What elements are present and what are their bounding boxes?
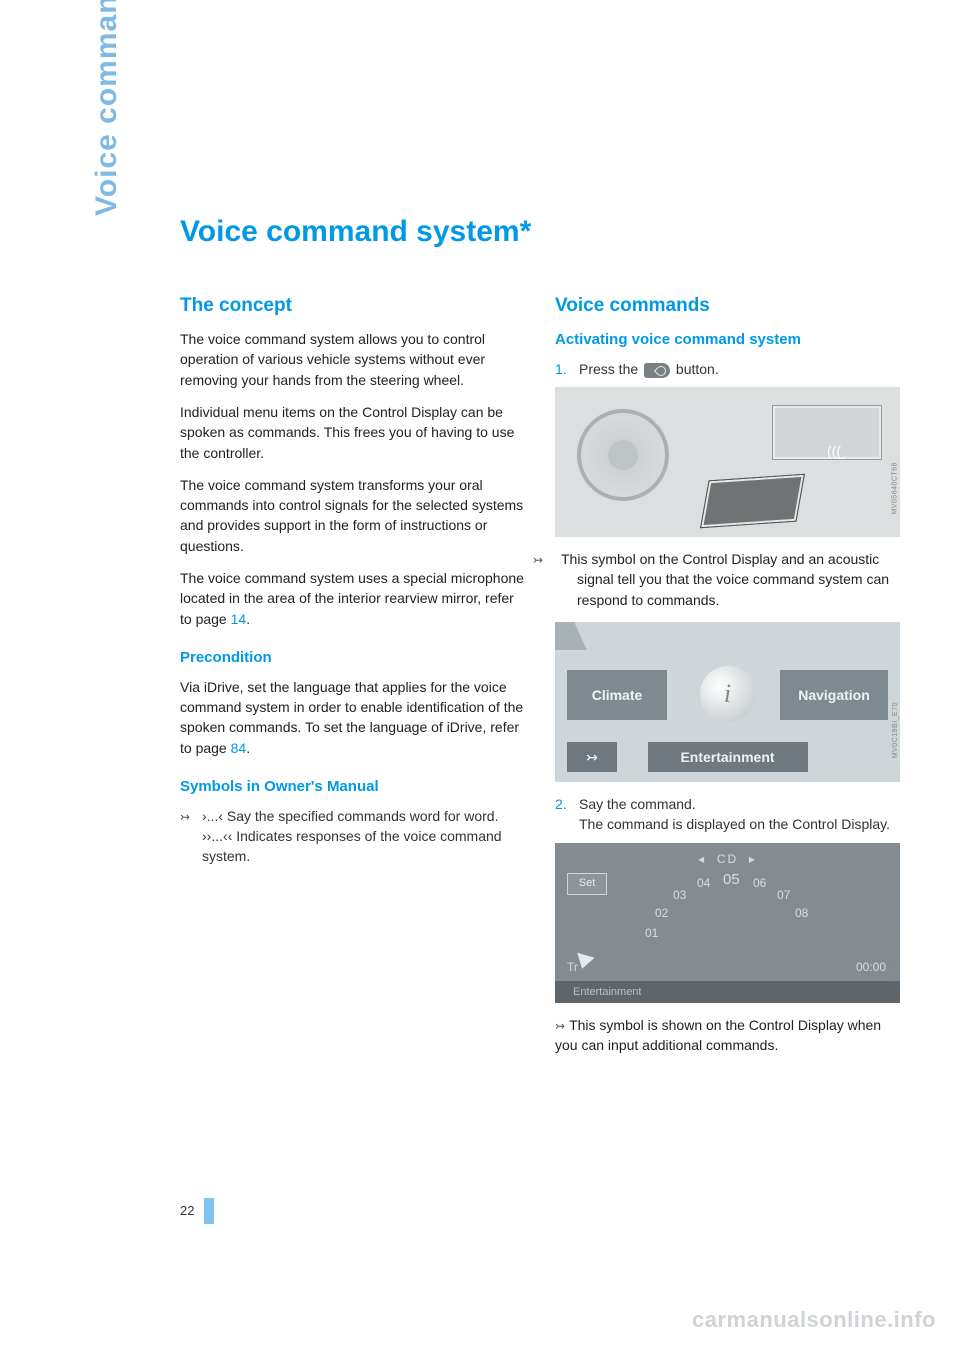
cd-tr-label: Tr <box>567 959 578 976</box>
right-column: Voice commands Activating voice command … <box>555 292 900 1068</box>
step-1-number: 1. <box>555 359 569 379</box>
dial-07: 07 <box>777 887 790 904</box>
voice-waves-icon: ((͜( <box>827 441 841 461</box>
menu-climate: Climate <box>567 670 667 720</box>
page-title: Voice command system* <box>180 210 900 254</box>
symbol-row-1: ›...‹ Say the specified commands word fo… <box>180 806 525 867</box>
figure-dashboard: ((͜( MV05840CT68 <box>555 387 900 537</box>
symbol-text-1: Say the specified commands word for word… <box>223 808 498 824</box>
page-accent-bar <box>204 1198 214 1224</box>
heading-concept: The concept <box>180 292 525 320</box>
dial-01: 01 <box>645 925 658 942</box>
voice-mic-icon-2 <box>555 1017 565 1033</box>
menu-entertainment: Entertainment <box>648 742 808 772</box>
concept-p1: The voice command system allows you to c… <box>180 329 525 390</box>
symbol-text-2: Indicates responses of the voice command… <box>202 828 502 864</box>
step-1: 1. Press the button. <box>555 359 900 379</box>
step-2-number: 2. <box>555 794 569 835</box>
precondition-p: Via iDrive, set the language that applie… <box>180 677 525 758</box>
side-tab-label: Voice command system <box>85 0 129 216</box>
menu-navigation: Navigation <box>780 670 888 720</box>
symbol-marks-1: ›...‹ <box>202 808 223 824</box>
menu-voice-corner-icon: ↣ <box>567 742 617 772</box>
after-fig3-text: This symbol is shown on the Control Disp… <box>555 1015 900 1056</box>
concept-p2: Individual menu items on the Control Dis… <box>180 402 525 463</box>
voice-button-icon <box>644 363 670 378</box>
figure-cd-display: ◂ CD ▸ Set 03 04 05 06 07 02 08 01 Tr 00… <box>555 843 900 1003</box>
figure-idrive-menu: Climate i Navigation Entertainment ↣ MV0… <box>555 622 900 782</box>
concept-p4: The voice command system uses a special … <box>180 568 525 629</box>
dial-05: 05 <box>723 869 740 891</box>
step-2: 2. Say the command. The command is displ… <box>555 794 900 835</box>
left-column: The concept The voice command system all… <box>180 292 525 1068</box>
menu-info-icon: i <box>700 666 756 722</box>
figure2-caption: MV0C19BI_E70 <box>891 702 900 758</box>
cd-set-button: Set <box>567 873 607 895</box>
after-fig1-text: This symbol on the Control Display and a… <box>555 549 900 610</box>
page-content: Voice command system* The concept The vo… <box>180 210 900 1067</box>
page-ref-14: 14 <box>231 611 247 627</box>
dial-06: 06 <box>753 875 766 892</box>
page-ref-84: 84 <box>231 740 247 756</box>
cd-title: ◂ CD ▸ <box>698 851 757 868</box>
heading-activating: Activating voice command system <box>555 329 900 351</box>
page-number: 22 <box>180 1202 194 1221</box>
cd-time: 00:00 <box>856 959 886 976</box>
page-footer: 22 <box>180 1198 214 1224</box>
dial-08: 08 <box>795 905 808 922</box>
watermark: carmanualsonline.info <box>692 1304 936 1336</box>
dial-03: 03 <box>673 887 686 904</box>
voice-icon <box>180 806 202 867</box>
symbol-marks-2: ››...‹‹ <box>202 828 232 844</box>
concept-p3: The voice command system transforms your… <box>180 475 525 556</box>
heading-voice-commands: Voice commands <box>555 292 900 320</box>
heading-symbols: Symbols in Owner's Manual <box>180 776 525 798</box>
cd-bottom-bar: Entertainment <box>555 981 900 1003</box>
dial-04: 04 <box>697 875 710 892</box>
figure3-caption: MV06011SI_E70 <box>891 923 900 982</box>
figure1-caption: MV05840CT68 <box>891 462 900 515</box>
heading-precondition: Precondition <box>180 647 525 669</box>
dial-02: 02 <box>655 905 668 922</box>
